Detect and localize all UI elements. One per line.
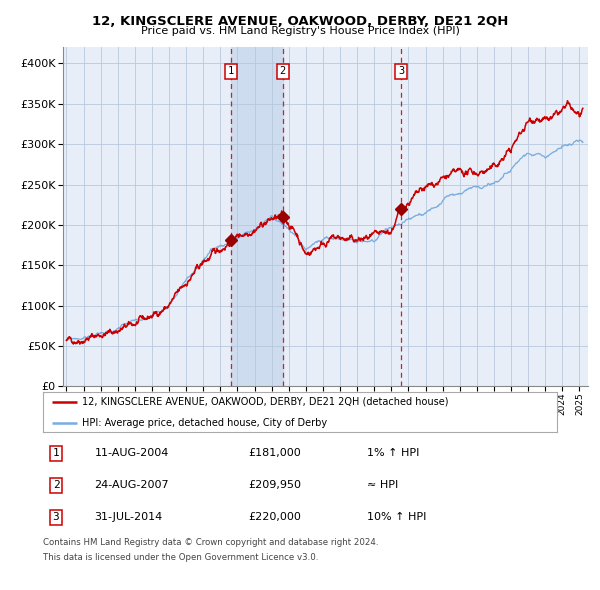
Text: 2: 2 (280, 67, 286, 77)
Text: £209,950: £209,950 (248, 480, 302, 490)
Text: HPI: Average price, detached house, City of Derby: HPI: Average price, detached house, City… (82, 418, 327, 428)
Text: Contains HM Land Registry data © Crown copyright and database right 2024.: Contains HM Land Registry data © Crown c… (43, 538, 379, 547)
Text: £181,000: £181,000 (248, 448, 301, 458)
Text: ≈ HPI: ≈ HPI (367, 480, 398, 490)
Text: 31-JUL-2014: 31-JUL-2014 (95, 512, 163, 522)
Text: 3: 3 (398, 67, 404, 77)
Text: £220,000: £220,000 (248, 512, 302, 522)
Text: Price paid vs. HM Land Registry's House Price Index (HPI): Price paid vs. HM Land Registry's House … (140, 26, 460, 36)
Text: 11-AUG-2004: 11-AUG-2004 (95, 448, 169, 458)
Text: 3: 3 (53, 512, 59, 522)
Text: 2: 2 (53, 480, 59, 490)
Text: 1% ↑ HPI: 1% ↑ HPI (367, 448, 419, 458)
Text: 24-AUG-2007: 24-AUG-2007 (95, 480, 169, 490)
Text: 1: 1 (53, 448, 59, 458)
Text: 12, KINGSCLERE AVENUE, OAKWOOD, DERBY, DE21 2QH: 12, KINGSCLERE AVENUE, OAKWOOD, DERBY, D… (92, 15, 508, 28)
Text: 10% ↑ HPI: 10% ↑ HPI (367, 512, 426, 522)
Text: 1: 1 (227, 67, 234, 77)
Text: This data is licensed under the Open Government Licence v3.0.: This data is licensed under the Open Gov… (43, 553, 319, 562)
Bar (231, 47, 283, 386)
Text: 12, KINGSCLERE AVENUE, OAKWOOD, DERBY, DE21 2QH (detached house): 12, KINGSCLERE AVENUE, OAKWOOD, DERBY, D… (82, 397, 448, 407)
